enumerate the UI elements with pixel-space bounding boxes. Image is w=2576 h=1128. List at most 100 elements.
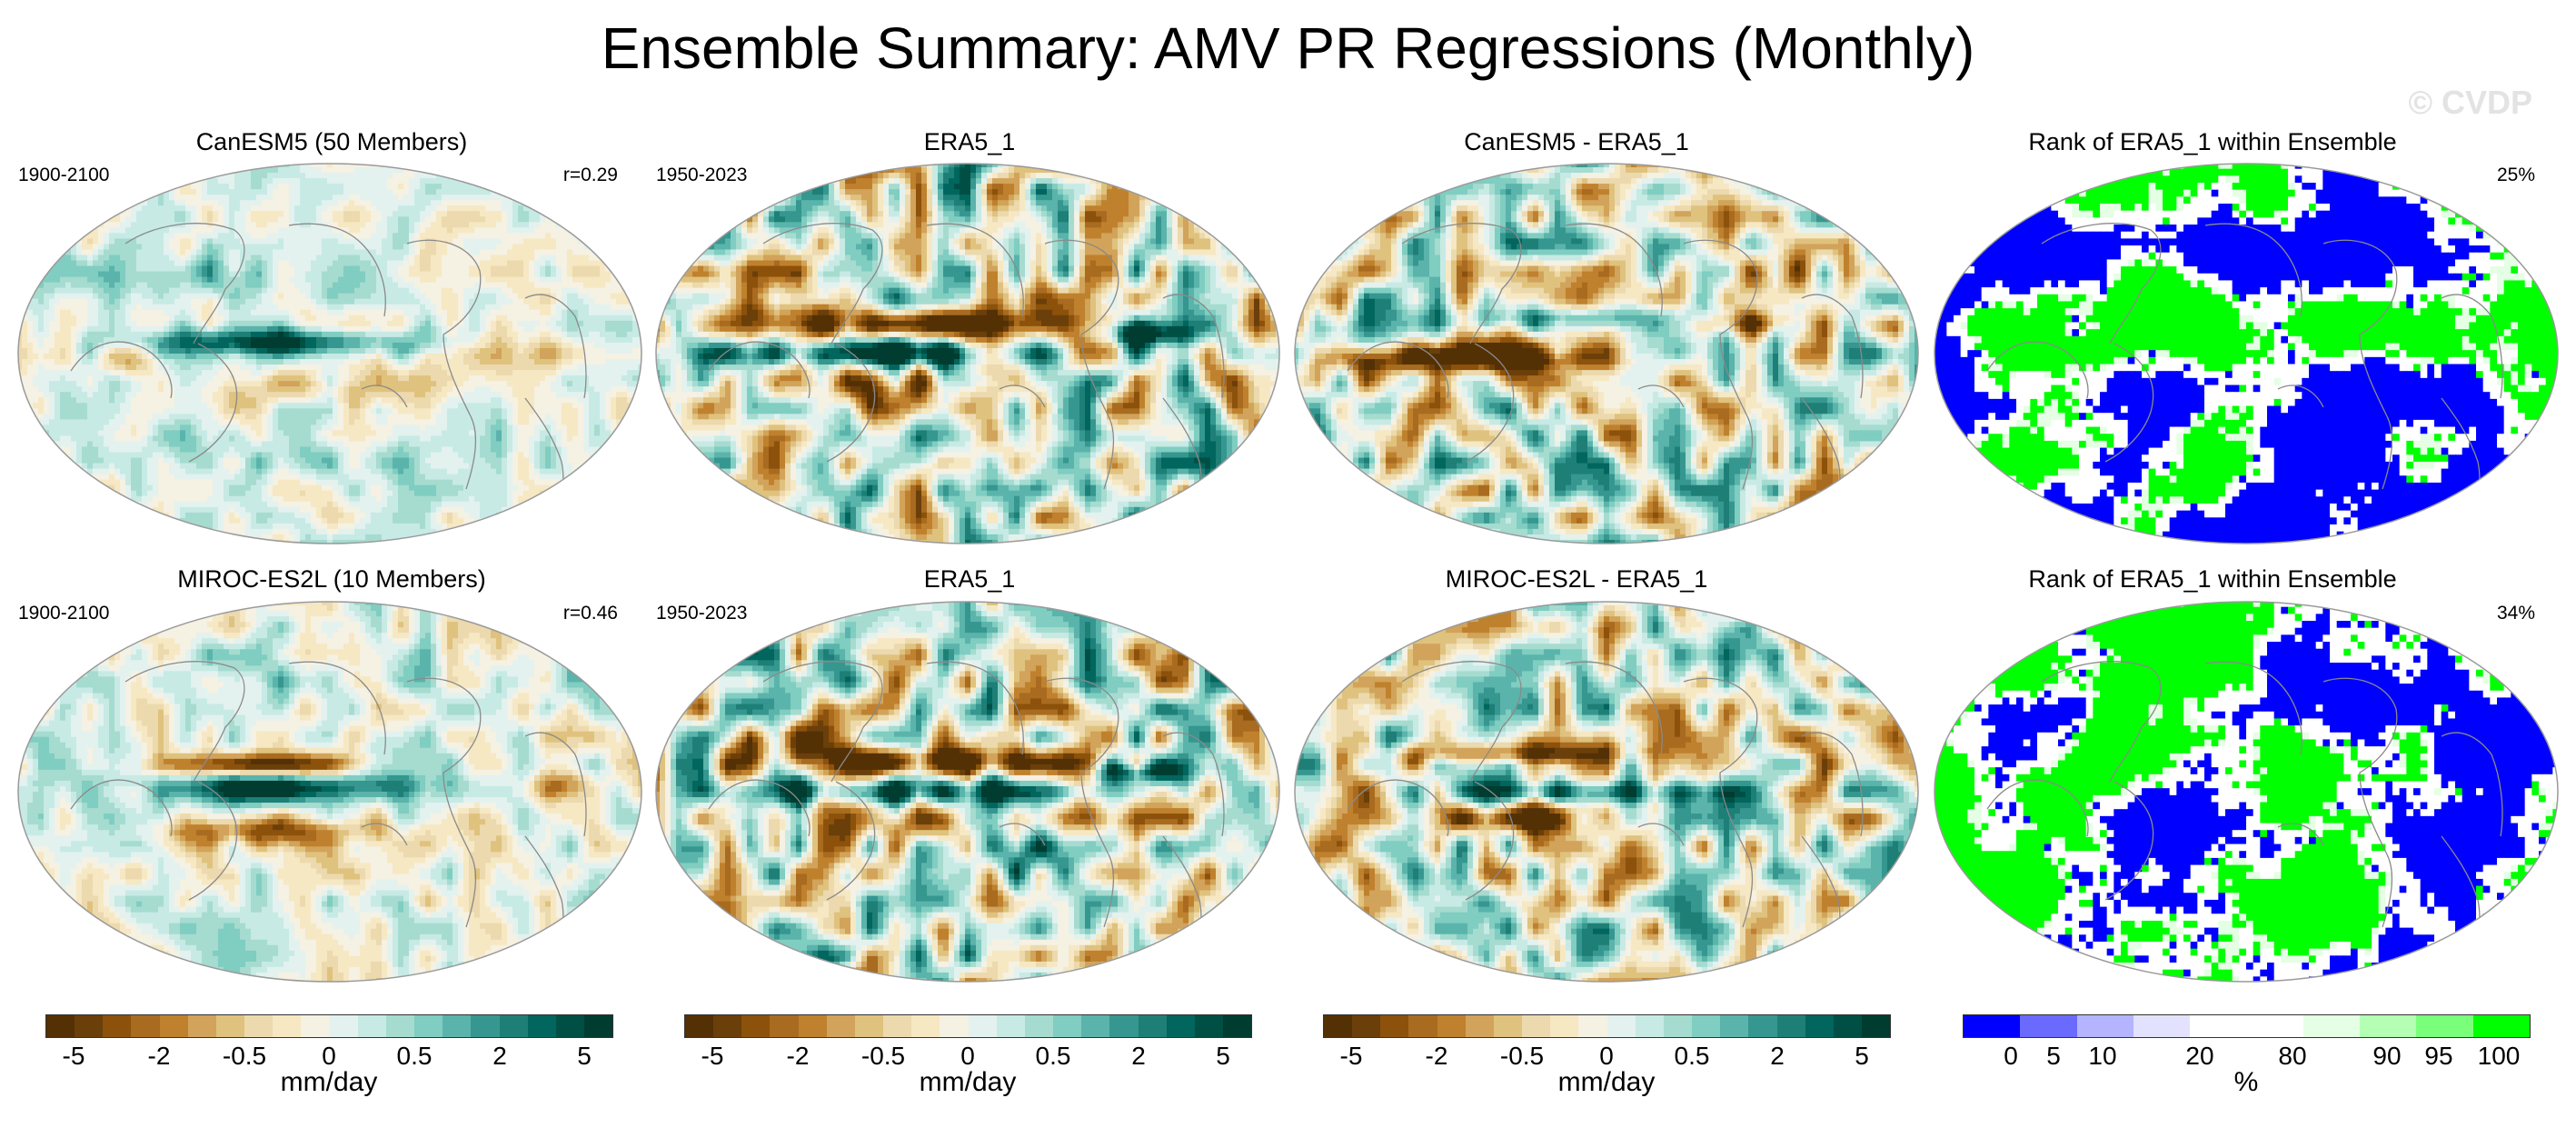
colorbar-swatch (1522, 1015, 1551, 1037)
colorbar-swatch (1550, 1015, 1579, 1037)
colorbar-3-tick: 10 (2088, 1042, 2116, 1071)
colorbar-0-tick: -0.5 (223, 1042, 266, 1071)
panel-correlation-r0c0: r=0.29 (509, 165, 618, 186)
colorbar-3-unit: % (2234, 1067, 2259, 1098)
colorbar-swatch (1833, 1015, 1862, 1037)
panel-title-r0c2: CanESM5 - ERA5_1 (1340, 128, 1813, 156)
colorbar-3-tick: 90 (2372, 1042, 2401, 1071)
colorbar-swatch (968, 1015, 997, 1037)
colorbar-1-tick: -5 (701, 1042, 724, 1071)
colorbar-swatch (1352, 1015, 1381, 1037)
panel-title-r1c1: ERA5_1 (756, 565, 1183, 594)
map-r1c3 (1933, 600, 2560, 983)
colorbar-1-tick: 2 (1131, 1042, 1146, 1071)
colorbar-swatch (1776, 1015, 1805, 1037)
colorbar-2-unit: mm/day (1558, 1067, 1656, 1098)
colorbar-swatch (1578, 1015, 1607, 1037)
colorbar-swatch (103, 1015, 132, 1037)
colorbar-1-tick: -2 (787, 1042, 810, 1071)
colorbar-swatch (2133, 1015, 2191, 1037)
colorbar-1 (684, 1014, 1252, 1038)
colorbar-swatch (414, 1015, 443, 1037)
colorbar-2-tick: -5 (1340, 1042, 1363, 1071)
colorbar-swatch (713, 1015, 742, 1037)
colorbar-swatch (1635, 1015, 1664, 1037)
colorbar-swatch (499, 1015, 528, 1037)
colorbar-swatch (685, 1015, 714, 1037)
colorbar-swatch (996, 1015, 1025, 1037)
colorbar-swatch (883, 1015, 912, 1037)
colorbar-3-tick: 80 (2278, 1042, 2306, 1071)
colorbar-swatch (159, 1015, 188, 1037)
colorbar-3-tick: 100 (2478, 1042, 2521, 1071)
watermark: © CVDP (2408, 84, 2532, 122)
colorbar-swatch (131, 1015, 160, 1037)
colorbar-swatch (798, 1015, 827, 1037)
colorbar-swatch (187, 1015, 216, 1037)
colorbar-swatch (1720, 1015, 1749, 1037)
panel-title-r0c0: CanESM5 (50 Members) (118, 128, 545, 156)
colorbar-swatch (75, 1015, 104, 1037)
colorbar-3 (1963, 1014, 2531, 1038)
colorbar-swatch (527, 1015, 556, 1037)
colorbar-3-tick: 95 (2424, 1042, 2452, 1071)
colorbar-swatch (273, 1015, 302, 1037)
colorbar-2-tick: 2 (1770, 1042, 1785, 1071)
panel-correlation-r1c0: r=0.46 (509, 603, 618, 624)
colorbar-3-tick: 5 (2046, 1042, 2061, 1071)
colorbar-swatch (1493, 1015, 1523, 1037)
panel-title-r1c0: MIROC-ES2L (10 Members) (118, 565, 545, 594)
colorbar-swatch (2246, 1015, 2303, 1037)
colorbar-2-tick: 0.5 (1675, 1042, 1710, 1071)
colorbar-swatch (583, 1015, 613, 1037)
colorbar-0-tick: -5 (63, 1042, 85, 1071)
colorbar-swatch (1194, 1015, 1223, 1037)
colorbar-swatch (940, 1015, 969, 1037)
figure-title: Ensemble Summary: AMV PR Regressions (Mo… (0, 15, 2576, 82)
colorbar-2 (1323, 1014, 1891, 1038)
colorbar-swatch (301, 1015, 330, 1037)
map-r1c0 (16, 600, 643, 983)
colorbar-swatch (555, 1015, 584, 1037)
panel-title-r0c1: ERA5_1 (756, 128, 1183, 156)
panel-period-r1c1: 1950-2023 (656, 603, 747, 624)
colorbar-swatch (741, 1015, 771, 1037)
colorbar-swatch (1437, 1015, 1466, 1037)
colorbar-0-tick: 0 (322, 1042, 336, 1071)
colorbar-swatch (244, 1015, 274, 1037)
map-r0c0 (16, 162, 643, 545)
colorbar-1-tick: 0 (960, 1042, 975, 1071)
colorbar-swatch (1109, 1015, 1139, 1037)
panel-title-r1c3: Rank of ERA5_1 within Ensemble (1954, 565, 2472, 594)
colorbar-swatch (2190, 1015, 2247, 1037)
colorbar-2-tick: 5 (1855, 1042, 1869, 1071)
colorbar-0-unit: mm/day (281, 1067, 378, 1098)
colorbar-1-tick: -0.5 (861, 1042, 905, 1071)
colorbar-swatch (471, 1015, 500, 1037)
colorbar-swatch (385, 1015, 415, 1037)
colorbar-0-tick: 5 (577, 1042, 592, 1071)
colorbar-1-tick: 5 (1216, 1042, 1230, 1071)
colorbar-swatch (2076, 1015, 2133, 1037)
colorbar-2-tick: -0.5 (1500, 1042, 1544, 1071)
map-r0c1 (654, 162, 1281, 545)
colorbar-swatch (2302, 1015, 2361, 1037)
colorbar-swatch (1805, 1015, 1834, 1037)
colorbar-swatch (1408, 1015, 1437, 1037)
colorbar-swatch (1222, 1015, 1252, 1037)
map-r1c1 (654, 600, 1281, 983)
panel-period-r0c0: 1900-2100 (18, 165, 109, 186)
panel-title-r1c2: MIROC-ES2L - ERA5_1 (1340, 565, 1813, 594)
colorbar-swatch (1380, 1015, 1409, 1037)
colorbar-swatch (1166, 1015, 1195, 1037)
colorbar-swatch (1081, 1015, 1110, 1037)
panel-period-r1c0: 1900-2100 (18, 603, 109, 624)
colorbar-swatch (2416, 1015, 2473, 1037)
colorbar-swatch (826, 1015, 855, 1037)
colorbar-swatch (1663, 1015, 1693, 1037)
colorbar-swatch (1692, 1015, 1721, 1037)
map-r0c3 (1933, 162, 2560, 545)
colorbar-swatch (854, 1015, 884, 1037)
colorbar-swatch (357, 1015, 386, 1037)
colorbar-2-tick: 0 (1599, 1042, 1614, 1071)
